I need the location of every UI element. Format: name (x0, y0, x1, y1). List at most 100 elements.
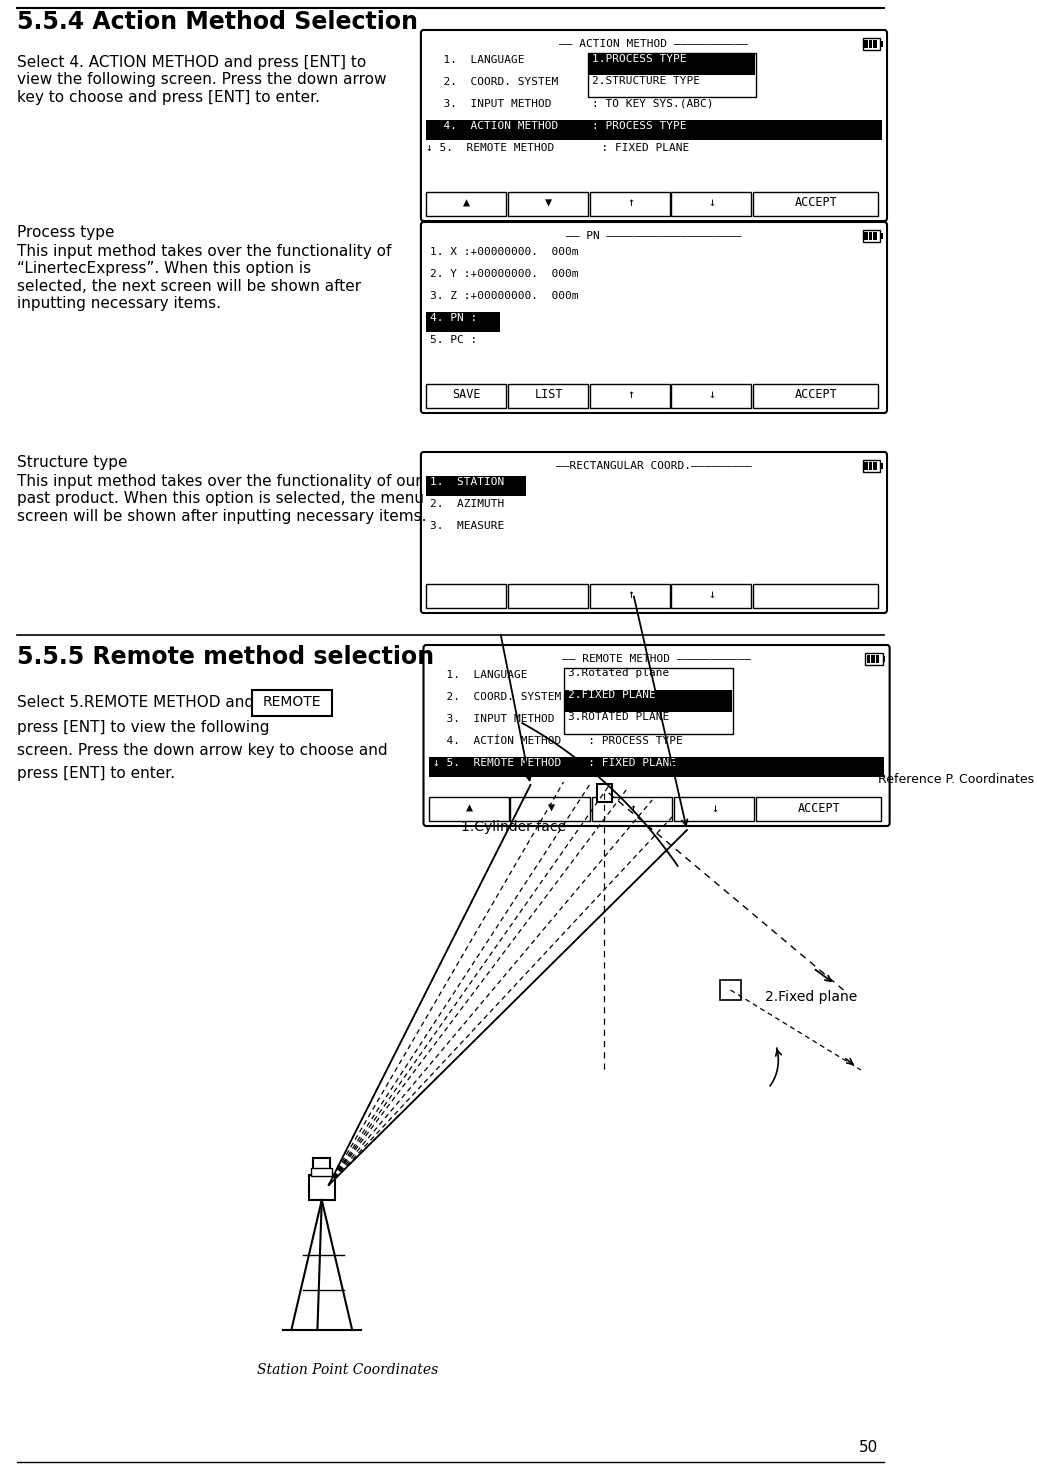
Bar (863, 230, 880, 242)
Bar (426, 120, 881, 140)
Text: ↓: ↓ (708, 588, 716, 601)
Text: screen. Press the down arrow key to choose and: screen. Press the down arrow key to choo… (18, 743, 388, 758)
Text: 3.  INPUT METHOD      : TO KEY SYS.(ABC): 3. INPUT METHOD : TO KEY SYS.(ABC) (430, 99, 713, 109)
Text: ↓ 5.  REMOTE METHOD    : FIXED PLANE: ↓ 5. REMOTE METHOD : FIXED PLANE (433, 758, 676, 768)
Text: ACCEPT: ACCEPT (795, 388, 838, 402)
Bar (671, 384, 752, 408)
Bar (508, 583, 588, 609)
Text: 3.  MEASURE: 3. MEASURE (430, 521, 505, 532)
Bar (869, 232, 872, 239)
Text: ↑: ↑ (629, 802, 637, 814)
Text: 1. X :+00000000.  000m: 1. X :+00000000. 000m (430, 247, 579, 257)
Text: —— ACTION METHOD ———————————: —— ACTION METHOD ——————————— (559, 38, 749, 49)
Text: 4.  ACTION METHOD     : PROCESS TYPE: 4. ACTION METHOD : PROCESS TYPE (430, 121, 686, 131)
Text: ↑: ↑ (627, 388, 634, 402)
Text: ACCEPT: ACCEPT (797, 802, 841, 814)
Text: Station Point Coordinates: Station Point Coordinates (256, 1363, 438, 1377)
Bar (873, 232, 876, 239)
Bar (590, 384, 670, 408)
Bar (592, 798, 672, 821)
Bar (510, 798, 590, 821)
Text: This input method takes over the functionality of
“LinertecExpress”. When this o: This input method takes over the functio… (18, 244, 392, 312)
Bar (865, 232, 868, 239)
Text: Process type: Process type (18, 225, 115, 239)
Text: Select 4. ACTION METHOD and press [ENT] to
view the following screen. Press the : Select 4. ACTION METHOD and press [ENT] … (18, 55, 387, 105)
Text: 1.Cylinder face: 1.Cylinder face (460, 820, 566, 835)
Text: 2.  COORD. SYSTEM: 2. COORD. SYSTEM (430, 77, 559, 87)
Text: REMOTE: REMOTE (263, 696, 321, 709)
Bar (753, 384, 878, 408)
Text: ↓: ↓ (708, 388, 716, 402)
Text: 2.Fixed plane: 2.Fixed plane (765, 990, 858, 1004)
Text: —— REMOTE METHOD ———————————: —— REMOTE METHOD ——————————— (562, 654, 751, 665)
Bar (671, 192, 752, 216)
Text: This input method takes over the functionality of our
past product. When this op: This input method takes over the functio… (18, 474, 427, 524)
Bar (508, 384, 588, 408)
Bar (426, 583, 506, 609)
Bar (590, 583, 670, 609)
Text: 2.  AZIMUTH: 2. AZIMUTH (430, 499, 505, 510)
Bar (875, 654, 879, 663)
FancyBboxPatch shape (421, 222, 887, 414)
FancyBboxPatch shape (421, 30, 887, 222)
Text: ▲: ▲ (466, 802, 473, 814)
Text: ACCEPT: ACCEPT (795, 196, 838, 210)
Bar (426, 312, 500, 332)
Bar (880, 462, 882, 470)
Text: Structure type: Structure type (18, 455, 128, 470)
Bar (313, 1158, 331, 1176)
Text: ▼: ▼ (545, 196, 553, 210)
Text: 3. Z :+00000000.  000m: 3. Z :+00000000. 000m (430, 291, 579, 301)
Bar (426, 476, 526, 496)
Bar (882, 656, 886, 662)
Text: 4.  ACTÍON METHOD    : PROCESS TYPE: 4. ACTÍON METHOD : PROCESS TYPE (433, 736, 682, 746)
Bar (564, 690, 732, 712)
Bar (756, 798, 880, 821)
Bar (869, 462, 872, 470)
Bar (590, 192, 670, 216)
Text: 1.  LANGUAGE: 1. LANGUAGE (430, 55, 525, 65)
Text: 1.PROCESS TYPE: 1.PROCESS TYPE (592, 55, 686, 64)
Bar (426, 192, 506, 216)
Text: ▲: ▲ (464, 196, 471, 210)
Bar (753, 583, 878, 609)
Text: Select 5.REMOTE METHOD and: Select 5.REMOTE METHOD and (18, 696, 254, 710)
Bar (867, 654, 870, 663)
Bar (865, 653, 882, 665)
Bar (252, 690, 332, 716)
Bar (674, 798, 754, 821)
Bar (865, 40, 868, 47)
Text: press [ENT] to enter.: press [ENT] to enter. (18, 767, 175, 781)
Text: 3.Rotated plane: 3.Rotated plane (568, 668, 669, 678)
Text: ↑: ↑ (627, 588, 634, 601)
Bar (309, 1176, 335, 1199)
Bar (873, 40, 876, 47)
Bar (865, 462, 868, 470)
Text: ——RECTANGULAR COORD.—————————: ——RECTANGULAR COORD.————————— (556, 461, 752, 471)
Text: 3.ROTATED PLANE: 3.ROTATED PLANE (568, 712, 669, 722)
Text: 2.FIXED PLANE: 2.FIXED PLANE (568, 690, 655, 700)
Bar (863, 459, 880, 473)
FancyBboxPatch shape (421, 452, 887, 613)
Bar (588, 53, 756, 97)
Bar (428, 798, 509, 821)
FancyBboxPatch shape (423, 645, 890, 826)
Bar (311, 1168, 332, 1176)
Bar (426, 384, 506, 408)
Text: 5. PC :: 5. PC : (430, 335, 478, 346)
Text: SAVE: SAVE (453, 388, 481, 402)
Text: ↑: ↑ (627, 196, 634, 210)
Text: 2. Y :+00000000.  000m: 2. Y :+00000000. 000m (430, 269, 579, 279)
Text: 3.  INPUT METHOD: 3. INPUT METHOD (433, 713, 555, 724)
Bar (869, 40, 872, 47)
Text: LIST: LIST (534, 388, 563, 402)
Text: 2.  COORD. SYSTEM: 2. COORD. SYSTEM (433, 693, 561, 702)
Text: 4. PN :: 4. PN : (430, 313, 478, 323)
Text: ▼: ▼ (548, 802, 555, 814)
Text: ↓: ↓ (711, 802, 719, 814)
Text: ↓ 5.  REMOTE METHOD       : FIXED PLANE: ↓ 5. REMOTE METHOD : FIXED PLANE (426, 143, 690, 154)
Bar (671, 583, 752, 609)
Text: —— PN ————————————————————: —— PN ———————————————————— (566, 230, 741, 241)
Text: 5.5.4 Action Method Selection: 5.5.4 Action Method Selection (18, 10, 418, 34)
Bar (753, 192, 878, 216)
